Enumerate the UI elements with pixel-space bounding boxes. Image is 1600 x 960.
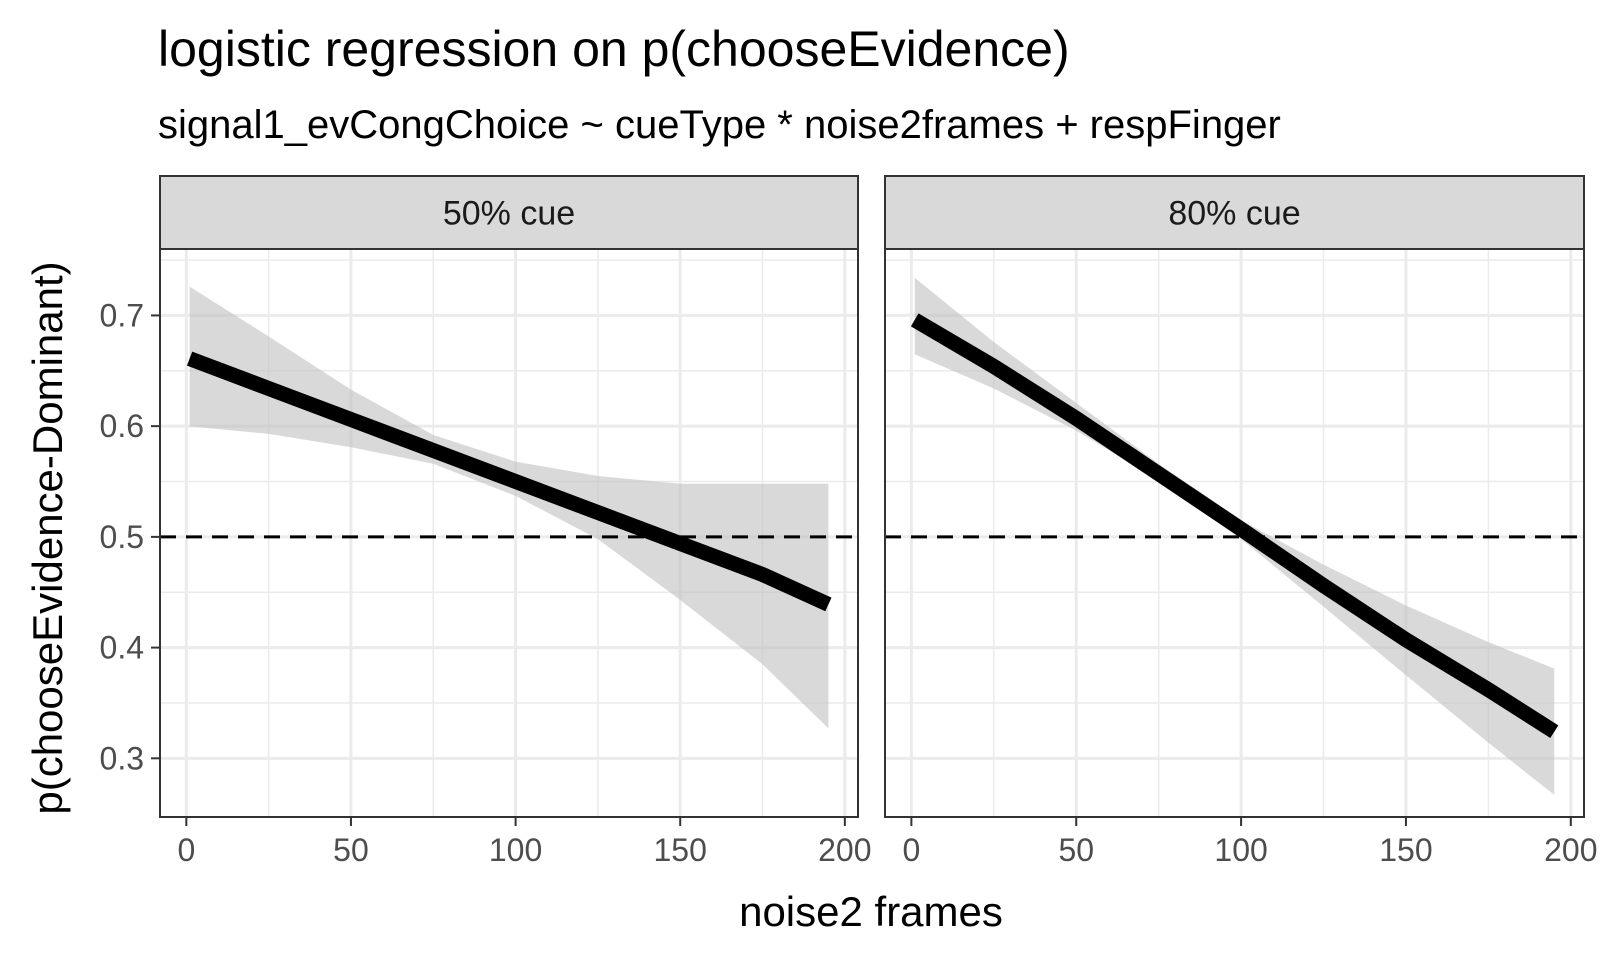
confidence-ribbon [914,277,1555,795]
chart-subtitle: signal1_evCongChoice ~ cueType * noise2f… [158,103,1281,147]
fit-line [186,351,832,612]
chart-title: logistic regression on p(chooseEvidence) [158,21,1070,77]
y-tick-label: 0.5 [100,519,144,555]
y-axis-title: p(chooseEvidence-Dominant) [24,261,71,814]
x-axis-title: noise2 frames [739,888,1003,935]
y-tick-label: 0.3 [100,740,144,776]
fit-line [910,313,1559,739]
x-tick-label: 200 [818,832,871,868]
y-tick-label: 0.4 [100,630,144,666]
x-tick-label: 100 [489,832,542,868]
x-tick-label: 200 [1544,832,1597,868]
facet-panel-1: 50% cue 0 50 100 150 200 0.3 0.4 0.5 0.6 0.7 [100,175,872,868]
facet-strip [884,175,1585,250]
x-tick-label: 0 [177,832,195,868]
y-tick-label: 0.6 [100,408,144,444]
x-tick-label: 100 [1214,832,1267,868]
facet-strip [159,175,859,250]
facet-panel-2: 80% cue 0 50 100 150 200 [884,175,1598,868]
x-tick-label: 0 [902,832,920,868]
x-tick-label: 50 [1058,832,1094,868]
facet-panels: 50% cue 0 50 100 150 200 0.3 0.4 0.5 0.6 0.7 80% cu… [100,175,1598,868]
facet-strip-label: 80% cue [1168,195,1300,233]
x-tick-label: 150 [654,832,707,868]
facet-strip-label: 50% cue [443,195,575,233]
x-tick-label: 150 [1379,832,1432,868]
x-tick-label: 50 [333,832,369,868]
confidence-ribbon [189,286,829,729]
y-tick-label: 0.7 [100,297,144,333]
